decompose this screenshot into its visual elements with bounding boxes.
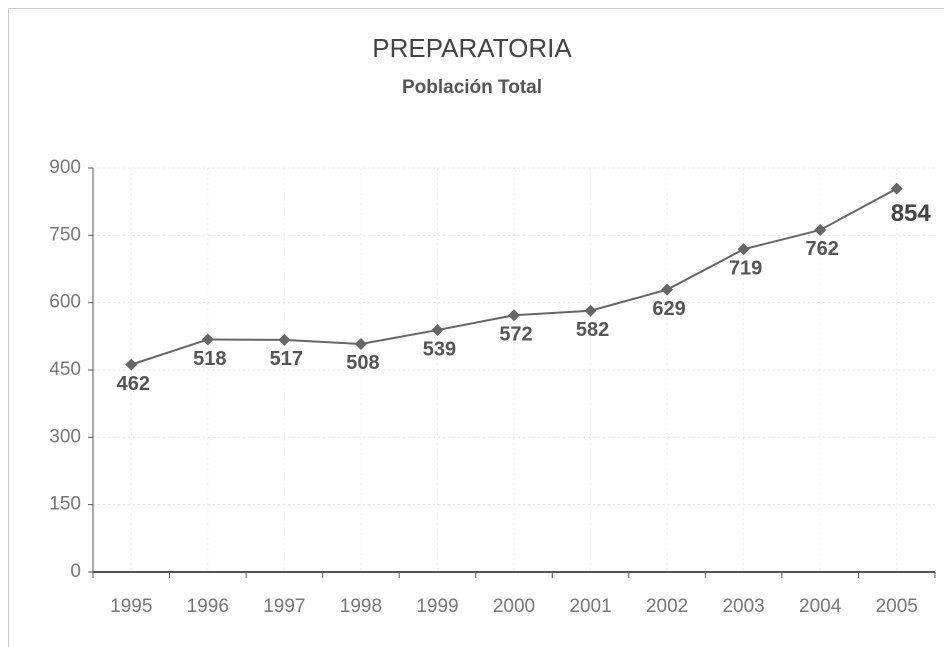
y-tick-label: 600 [49, 292, 81, 313]
data-label: 762 [805, 238, 838, 260]
x-tick-label: 2005 [876, 596, 918, 617]
chart-title: PREPARATORIA [372, 33, 572, 63]
y-tick-label: 750 [49, 224, 81, 245]
data-label: 462 [117, 373, 150, 395]
marker [737, 243, 750, 256]
chart-subtitle: Población Total [402, 77, 542, 98]
data-label: 582 [576, 319, 609, 341]
y-tick-label: 450 [49, 359, 81, 380]
x-tick-label: 1996 [187, 596, 229, 617]
marker [584, 304, 597, 317]
y-tick-label: 300 [49, 426, 81, 447]
marker [278, 333, 291, 346]
data-label: 517 [270, 348, 303, 370]
x-tick-label: 2000 [493, 596, 535, 617]
x-tick-label: 1999 [416, 596, 458, 617]
marker [354, 337, 367, 350]
marker [661, 283, 674, 296]
marker [890, 182, 903, 195]
x-tick-label: 1998 [340, 596, 382, 617]
data-label: 518 [193, 348, 226, 370]
data-label: 629 [652, 298, 685, 320]
x-tick-label: 2004 [799, 596, 842, 617]
marker [125, 358, 138, 371]
data-label: 719 [729, 258, 762, 280]
marker [431, 324, 444, 337]
chart-frame [8, 8, 944, 647]
y-tick-label: 150 [49, 494, 81, 515]
data-label: 539 [423, 338, 456, 360]
y-tick-label: 900 [49, 157, 81, 178]
x-tick-label: 1995 [110, 596, 152, 617]
marker [201, 333, 214, 346]
data-label: 508 [346, 352, 379, 374]
x-tick-label: 2002 [646, 596, 688, 617]
data-label: 572 [499, 324, 532, 346]
x-tick-label: 1997 [263, 596, 305, 617]
data-label: 854 [891, 200, 932, 227]
x-tick-label: 2001 [569, 596, 611, 617]
marker [508, 309, 520, 322]
marker [814, 223, 827, 236]
y-tick-label: 0 [70, 561, 81, 582]
x-tick-label: 2003 [722, 596, 764, 617]
